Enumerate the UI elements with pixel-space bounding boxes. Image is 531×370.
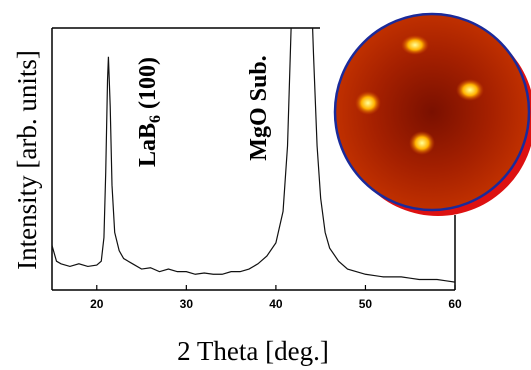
annotation-suffix: (100) bbox=[135, 57, 161, 115]
annotation-subscript: 6 bbox=[147, 115, 164, 123]
x-tick-label: 30 bbox=[180, 297, 194, 311]
annotation-text: LaB bbox=[135, 123, 161, 167]
x-axis-title: 2 Theta [deg.] bbox=[177, 336, 329, 366]
x-tick-label: 50 bbox=[359, 297, 373, 311]
x-tick-label: 60 bbox=[448, 297, 462, 311]
peak-annotation: LaB6 (100) bbox=[135, 57, 164, 167]
pole-figure-inset bbox=[335, 14, 531, 216]
peak-annotation: MgO Sub. bbox=[246, 55, 272, 160]
chart: 2 Theta [deg.] Intensity [arb. units] La… bbox=[0, 0, 531, 370]
x-tick-label: 20 bbox=[90, 297, 104, 311]
y-axis-title: Intensity [arb. units] bbox=[12, 50, 42, 270]
x-tick-label: 40 bbox=[269, 297, 283, 311]
